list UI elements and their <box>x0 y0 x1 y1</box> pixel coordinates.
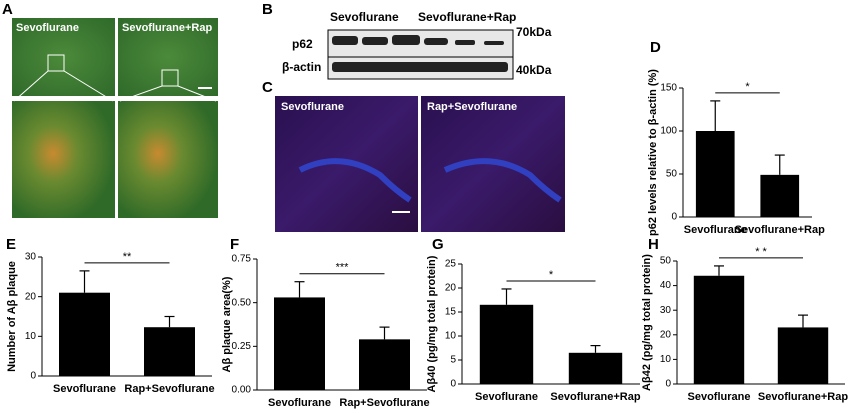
y-tick-label: 15 <box>445 307 457 318</box>
image-label: Sevoflurane <box>16 22 79 34</box>
panel-letter: G <box>432 236 444 253</box>
x-tick-label: Sevoflurane <box>268 397 331 409</box>
bar <box>274 297 325 390</box>
y-tick-label: 50 <box>666 169 678 180</box>
y-tick-label: 0 <box>671 212 677 223</box>
y-tick-label: 30 <box>660 305 672 316</box>
tissue <box>443 158 562 203</box>
image-label: Rap+Sevoflurane <box>427 101 517 113</box>
y-tick-label: 20 <box>660 329 672 340</box>
bands <box>332 35 508 72</box>
panel-letter: H <box>648 236 659 253</box>
y-tick-label: 150 <box>660 83 677 94</box>
y-tick-label: 0.75 <box>232 254 252 265</box>
bar <box>144 327 195 376</box>
y-tick-label: 0.00 <box>232 385 252 396</box>
y-tick-label: 100 <box>660 126 677 137</box>
bar <box>479 304 534 384</box>
bar <box>693 275 745 384</box>
blot <box>327 29 514 58</box>
y-axis-label: p62 levels relative to β-actin (%) <box>647 69 659 236</box>
panel-letter: C <box>262 79 273 96</box>
image-label: Sevoflurane <box>281 101 344 113</box>
x-tick-label: Sevoflurane+Rap <box>550 391 640 403</box>
x-tick-label: Sevoflurane <box>53 383 116 395</box>
y-tick-label: 40 <box>660 280 672 291</box>
y-tick-label: 30 <box>25 252 37 263</box>
y-axis-label: Aβ42 (pg/mg total protein) <box>641 254 653 391</box>
size-label: 70kDa <box>516 25 552 39</box>
y-axis-label: Aβ40 (pg/mg total protein) <box>426 255 438 392</box>
panel-letter: A <box>2 1 13 18</box>
panel-letter: E <box>6 236 16 253</box>
y-tick-label: 20 <box>25 291 37 302</box>
x-tick-label: Sevoflurane <box>684 224 747 236</box>
y-axis-label: Number of Aβ plaque <box>6 261 18 372</box>
zoom-line <box>13 70 114 102</box>
significance-label: * <box>549 269 554 281</box>
micrograph <box>118 101 218 218</box>
y-tick-label: 5 <box>450 355 456 366</box>
panel-letter: F <box>230 236 239 253</box>
y-tick-label: 0 <box>450 379 456 390</box>
significance-label: *** <box>336 262 350 274</box>
size-label: 40kDa <box>516 63 552 77</box>
y-tick-label: 10 <box>25 331 37 342</box>
significance-label: * * <box>755 246 767 258</box>
group-label: Sevoflurane <box>330 10 399 24</box>
significance-label: ** <box>123 251 132 263</box>
x-tick-label: Sevoflurane <box>475 391 538 403</box>
y-axis-label: Aβ plaque area(%) <box>221 276 233 372</box>
y-tick-label: 50 <box>660 256 672 267</box>
bar <box>59 292 110 376</box>
panel-letter: B <box>262 1 273 18</box>
panel-letter: D <box>650 39 661 56</box>
significance-label: * <box>745 81 750 93</box>
tissue <box>298 158 412 203</box>
bar <box>568 352 623 384</box>
x-tick-label: Sevoflurane+Rap <box>758 391 848 403</box>
y-tick-label: 25 <box>445 259 457 270</box>
y-tick-label: 0.50 <box>232 297 252 308</box>
micrograph <box>12 101 115 218</box>
group-label: Sevoflurane+Rap <box>418 10 516 24</box>
image-label: Sevoflurane+Rap <box>122 22 212 34</box>
zoom-line <box>119 85 217 102</box>
y-tick-label: 0 <box>30 371 36 382</box>
bar <box>760 174 800 217</box>
bar <box>777 327 829 384</box>
row-label: p62 <box>292 37 313 51</box>
y-tick-label: 10 <box>660 354 672 365</box>
y-tick-label: 0 <box>665 379 671 390</box>
y-tick-label: 10 <box>445 331 457 342</box>
x-tick-label: Sevoflurane+Rap <box>735 224 825 236</box>
bar <box>359 339 410 390</box>
row-label: β-actin <box>282 60 321 74</box>
y-tick-label: 0.25 <box>232 341 252 352</box>
y-tick-label: 20 <box>445 283 457 294</box>
micrograph <box>118 18 218 96</box>
x-tick-label: Sevoflurane <box>688 391 751 403</box>
x-tick-label: Rap+Sevoflurane <box>124 383 214 395</box>
bar <box>695 131 735 217</box>
x-tick-label: Rap+Sevoflurane <box>339 397 429 409</box>
